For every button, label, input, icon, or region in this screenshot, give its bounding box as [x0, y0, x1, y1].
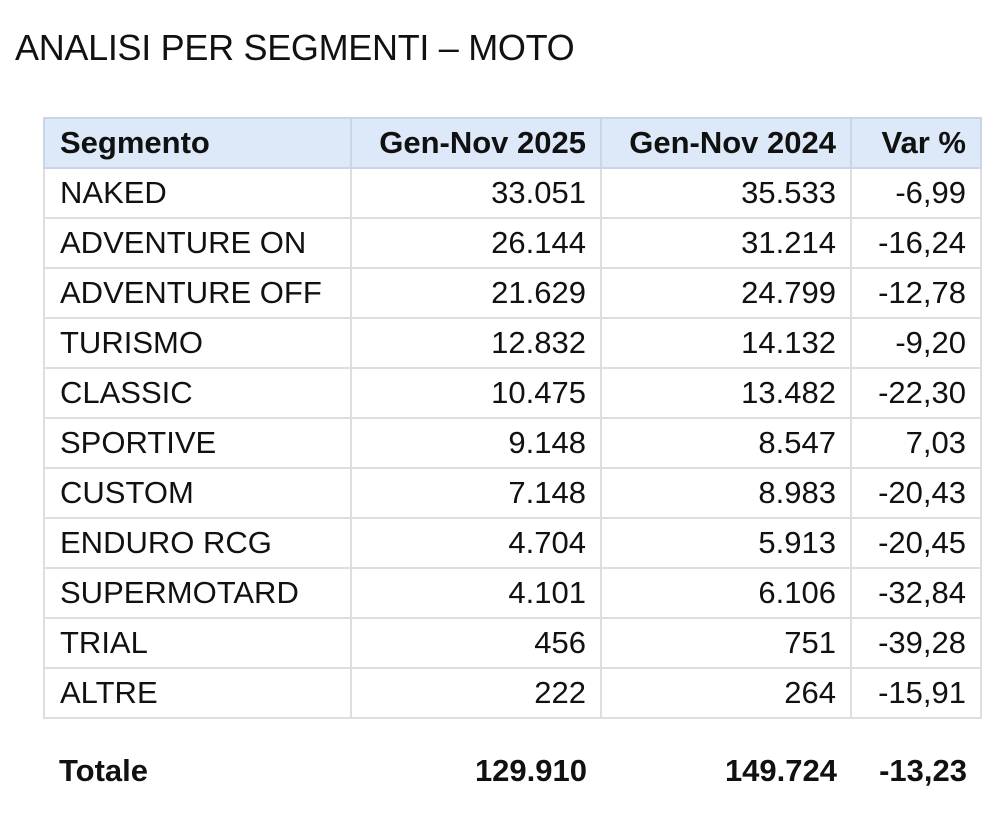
gen-nov-2025-cell: 21.629 [350, 267, 602, 319]
var-percent-cell: -20,43 [850, 467, 982, 519]
gen-nov-2025-cell: 33.051 [350, 167, 602, 219]
var-percent-cell: -6,99 [850, 167, 982, 219]
gen-nov-2025-cell: 12.832 [350, 317, 602, 369]
var-percent-cell: -9,20 [850, 317, 982, 369]
total-row: Totale 129.910 149.724 -13,23 [44, 718, 981, 823]
var-percent-cell: -39,28 [850, 617, 982, 669]
gen-nov-2024-cell: 6.106 [600, 567, 852, 619]
gen-nov-2024-cell: 8.547 [600, 417, 852, 469]
gen-nov-2024-cell: 24.799 [600, 267, 852, 319]
total-gen-nov-2024: 149.724 [724, 753, 837, 788]
page-title: ANALISI PER SEGMENTI – MOTO [15, 27, 575, 68]
gen-nov-2024-cell: 13.482 [600, 367, 852, 419]
segments-table: Segmento Gen-Nov 2025 Gen-Nov 2024 Var %… [43, 117, 982, 823]
gen-nov-2024-cell: 14.132 [600, 317, 852, 369]
gen-nov-2024-cell: 264 [600, 667, 852, 719]
gen-nov-2025-cell: 456 [350, 617, 602, 669]
gen-nov-2025-cell: 10.475 [350, 367, 602, 419]
table-body: NAKED 33.051 35.533 -6,99 ADVENTURE ON 26.144… [43, 167, 982, 823]
table-row: ENDURO RCG 4.704 5.913 -20,45 [43, 517, 982, 569]
gen-nov-2024-cell: 751 [600, 617, 852, 669]
table-row: TURISMO 12.832 14.132 -9,20 [43, 317, 982, 369]
segment-cell: NAKED [43, 167, 352, 219]
column-header-gen-nov-2024: Gen-Nov 2024 [600, 117, 852, 169]
gen-nov-2025-cell: 4.704 [350, 517, 602, 569]
table-row: ADVENTURE OFF 21.629 24.799 -12,78 [43, 267, 982, 319]
segment-cell: SPORTIVE [43, 417, 352, 469]
segment-cell: TURISMO [43, 317, 352, 369]
table-row: ADVENTURE ON 26.144 31.214 -16,24 [43, 217, 982, 269]
column-header-segmento: Segmento [43, 117, 352, 169]
segment-cell: ALTRE [43, 667, 352, 719]
var-percent-cell: -32,84 [850, 567, 982, 619]
total-var-percent: -13,23 [879, 753, 967, 788]
gen-nov-2024-cell: 35.533 [600, 167, 852, 219]
table-row: TRIAL 456 751 -39,28 [43, 617, 982, 669]
column-header-var-percent: Var % [850, 117, 982, 169]
segment-cell: ENDURO RCG [43, 517, 352, 569]
gen-nov-2025-cell: 7.148 [350, 467, 602, 519]
gen-nov-2024-cell: 31.214 [600, 217, 852, 269]
table-header-row: Segmento Gen-Nov 2025 Gen-Nov 2024 Var % [43, 117, 982, 169]
var-percent-cell: -22,30 [850, 367, 982, 419]
gen-nov-2025-cell: 4.101 [350, 567, 602, 619]
var-percent-cell: -12,78 [850, 267, 982, 319]
table-row: SPORTIVE 9.148 8.547 7,03 [43, 417, 982, 469]
segment-cell: ADVENTURE ON [43, 217, 352, 269]
table-row: CUSTOM 7.148 8.983 -20,43 [43, 467, 982, 519]
var-percent-cell: 7,03 [850, 417, 982, 469]
segment-cell: CLASSIC [43, 367, 352, 419]
gen-nov-2024-cell: 8.983 [600, 467, 852, 519]
gen-nov-2025-cell: 26.144 [350, 217, 602, 269]
segment-cell: ADVENTURE OFF [43, 267, 352, 319]
gen-nov-2025-cell: 222 [350, 667, 602, 719]
total-gen-nov-2025: 129.910 [474, 753, 587, 788]
column-header-gen-nov-2025: Gen-Nov 2025 [350, 117, 602, 169]
segment-cell: CUSTOM [43, 467, 352, 519]
segment-cell: SUPERMOTARD [43, 567, 352, 619]
table-row: ALTRE 222 264 -15,91 [43, 667, 982, 719]
table-row: SUPERMOTARD 4.101 6.106 -32,84 [43, 567, 982, 619]
total-label: Totale [59, 753, 148, 788]
var-percent-cell: -16,24 [850, 217, 982, 269]
gen-nov-2024-cell: 5.913 [600, 517, 852, 569]
var-percent-cell: -20,45 [850, 517, 982, 569]
table-row: NAKED 33.051 35.533 -6,99 [43, 167, 982, 219]
var-percent-cell: -15,91 [850, 667, 982, 719]
table-row: CLASSIC 10.475 13.482 -22,30 [43, 367, 982, 419]
segment-cell: TRIAL [43, 617, 352, 669]
gen-nov-2025-cell: 9.148 [350, 417, 602, 469]
